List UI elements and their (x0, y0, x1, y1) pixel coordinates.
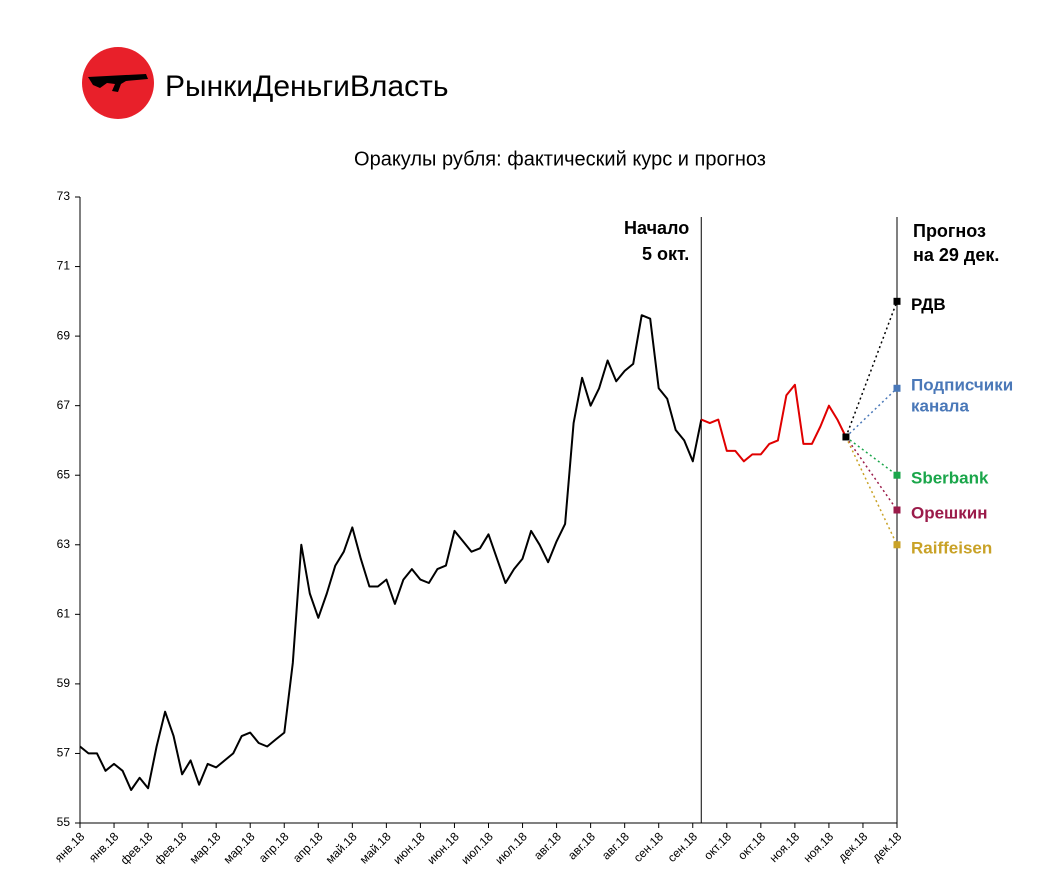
y-tick-label: 61 (57, 607, 71, 621)
x-tick-label: фев.18 (118, 829, 156, 867)
annotation: Начало (624, 218, 689, 238)
forecast-marker (893, 541, 901, 549)
logo-icon (88, 74, 148, 92)
x-tick-label: фев.18 (152, 829, 190, 867)
forecast-label: РДВ (911, 295, 946, 314)
y-tick-label: 55 (57, 815, 71, 829)
annotation: на 29 дек. (913, 245, 999, 265)
forecast (845, 387, 898, 438)
forecast (845, 436, 898, 476)
y-tick-label: 63 (57, 537, 71, 551)
x-tick-label: окт.18 (701, 829, 734, 862)
forecast-marker (893, 384, 901, 392)
chart-title: Оракулы рубля: фактический курс и прогно… (354, 148, 766, 170)
forecast-marker (893, 297, 901, 305)
x-tick-label: мар.18 (221, 829, 258, 866)
forecast-label: Подписчики (911, 375, 1013, 394)
forecast-label: Орешкин (911, 503, 987, 522)
x-tick-label: июн.18 (390, 829, 428, 867)
forecast-label: Raiffeisen (911, 538, 992, 557)
x-tick-label: сен.18 (631, 829, 667, 865)
x-tick-label: июл.18 (458, 829, 496, 867)
forecast-label: канала (911, 396, 969, 415)
x-tick-label: апр.18 (290, 829, 326, 865)
x-tick-label: ноя.18 (801, 829, 837, 865)
x-tick-label: авг.18 (531, 829, 564, 862)
forecast-label: Sberbank (911, 469, 989, 488)
x-tick-label: май.18 (357, 829, 394, 866)
forecast-marker (893, 506, 901, 514)
x-tick-label: янв.18 (86, 829, 122, 865)
x-tick-label: авг.18 (565, 829, 598, 862)
x-tick-label: сен.18 (665, 829, 701, 865)
line (700, 383, 847, 463)
y-tick-label: 67 (57, 398, 71, 412)
x-tick-label: мар.18 (187, 829, 224, 866)
forecast (845, 436, 898, 511)
forecast-marker (893, 471, 901, 479)
end-marker (842, 433, 850, 441)
y-tick-label: 59 (57, 676, 71, 690)
x-tick-label: июн.18 (424, 829, 462, 867)
y-tick-label: 65 (57, 467, 71, 481)
x-tick-label: авг.18 (599, 829, 632, 862)
x-tick-label: май.18 (323, 829, 360, 866)
annotation: 5 окт. (642, 244, 689, 264)
forecast (845, 436, 898, 546)
annotation: Прогноз (913, 221, 986, 241)
x-tick-label: дек.18 (869, 829, 904, 864)
forecast (845, 301, 898, 438)
y-tick-label: 69 (57, 328, 71, 342)
x-tick-label: апр.18 (256, 829, 292, 865)
y-tick-label: 57 (57, 746, 71, 760)
x-tick-label: июл.18 (492, 829, 530, 867)
x-tick-label: окт.18 (735, 829, 768, 862)
x-tick-label: янв.18 (52, 829, 88, 865)
y-tick-label: 73 (57, 189, 71, 203)
line (79, 314, 703, 791)
x-tick-label: дек.18 (835, 829, 870, 864)
x-tick-label: ноя.18 (767, 829, 803, 865)
y-tick-label: 71 (57, 259, 71, 273)
logo (82, 47, 154, 119)
brand: РынкиДеньгиВласть (165, 70, 449, 103)
